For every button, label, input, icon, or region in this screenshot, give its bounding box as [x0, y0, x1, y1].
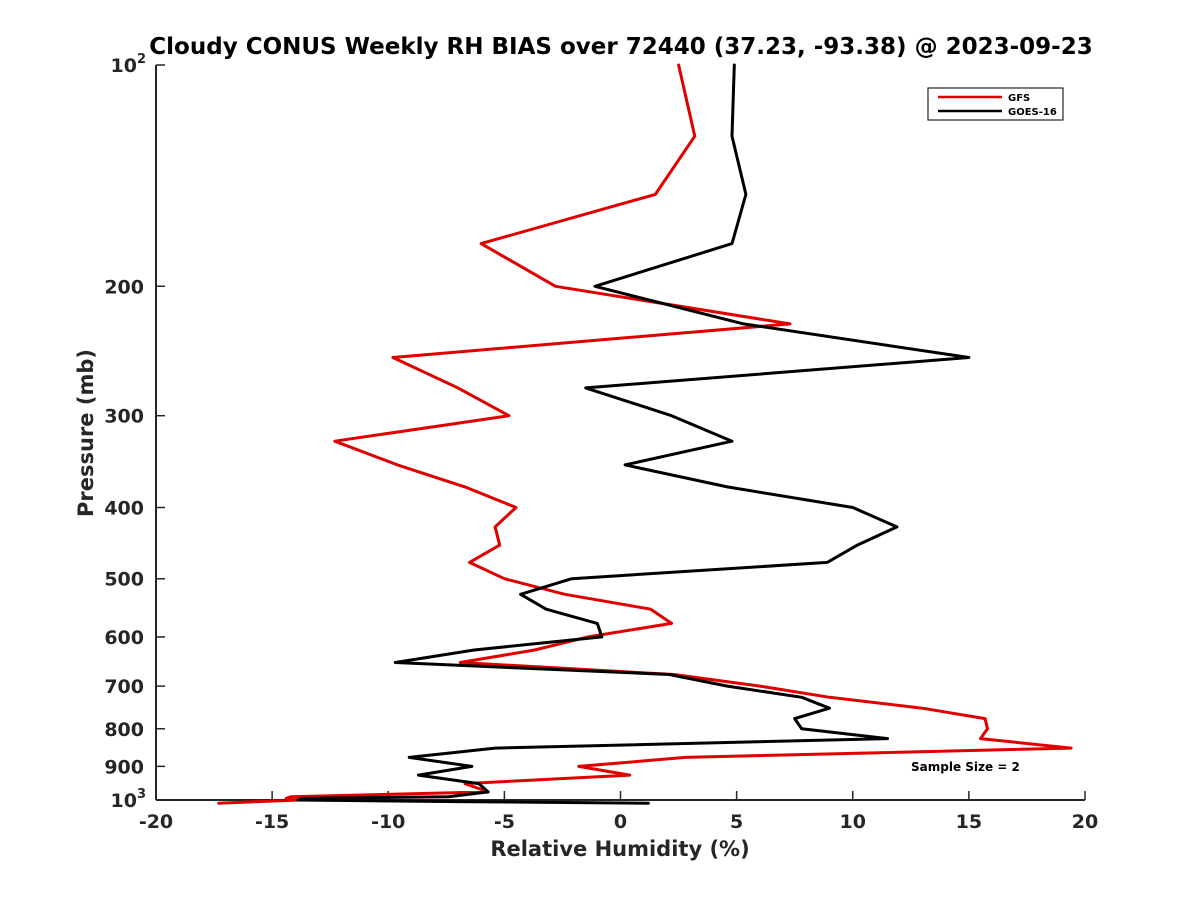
x-tick-label: 10 [840, 811, 866, 833]
x-ticks: -20 -15 -10 -5 0 5 10 15 20 [139, 791, 1098, 833]
legend-label-goes16: GOES-16 [1008, 107, 1057, 118]
sample-size-annotation: Sample Size = 2 [911, 760, 1020, 774]
x-tick-label: 20 [1072, 811, 1098, 833]
y-tick-label: 103 [111, 787, 147, 812]
y-tick-label: 600 [104, 627, 144, 649]
series-layer [217, 63, 1073, 805]
x-tick-label: -10 [371, 811, 405, 833]
legend-label-gfs: GFS [1008, 93, 1030, 104]
y-tick-label: 900 [104, 756, 144, 778]
y-tick-base: 10 [111, 790, 137, 812]
y-tick-label: 200 [104, 276, 144, 298]
y-tick-label: 102 [111, 52, 147, 77]
series-line-goes-16 [296, 63, 971, 805]
y-axis-label: Pressure (mb) [74, 349, 98, 517]
x-axis-label: Relative Humidity (%) [490, 837, 749, 861]
series-line-gfs [217, 63, 1073, 805]
y-tick-label: 400 [104, 498, 144, 520]
y-tick-label: 700 [104, 676, 144, 698]
x-tick-label: -15 [255, 811, 289, 833]
x-tick-label: 15 [956, 811, 982, 833]
y-tick-label: 300 [104, 406, 144, 428]
y-tick-exponent: 3 [137, 787, 146, 802]
x-tick-label: 0 [614, 811, 627, 833]
x-tick-label: -5 [494, 811, 515, 833]
x-tick-label: 5 [730, 811, 743, 833]
legend: GFS GOES-16 [927, 87, 1064, 121]
y-tick-label: 800 [104, 719, 144, 741]
y-tick-label: 500 [104, 569, 144, 591]
plot-axes [155, 65, 1085, 801]
y-tick-base: 10 [111, 55, 137, 77]
chart-title: Cloudy CONUS Weekly RH BIAS over 72440 (… [149, 34, 1092, 60]
y-tick-exponent: 2 [137, 52, 146, 67]
x-tick-label: -20 [139, 811, 173, 833]
legend-box [927, 87, 1064, 121]
